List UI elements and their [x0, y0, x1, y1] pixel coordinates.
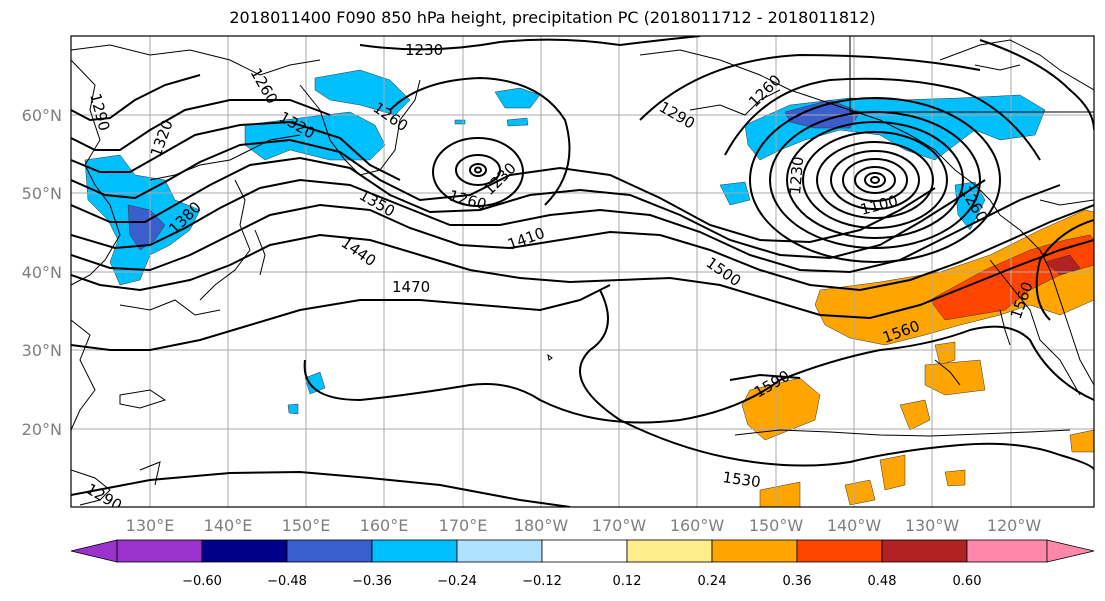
colorbar-seg — [201, 539, 288, 563]
colorbar-seg — [456, 539, 543, 563]
lon-tick-label: 180°W — [514, 516, 569, 535]
lat-tick-label: 50°N — [22, 184, 62, 203]
contour-label: 1530 — [721, 468, 761, 491]
map-title: 2018011400 F090 850 hPa height, precipit… — [229, 8, 876, 27]
colorbar-tick-label: 0.24 — [698, 574, 727, 589]
lon-tick-label: 150°E — [282, 516, 331, 535]
colorbar-seg — [286, 539, 373, 563]
precip-shading — [84, 69, 1094, 507]
lon-axis: 130°E 140°E 150°E 160°E 170°E 180°W 170°… — [126, 516, 1042, 535]
lat-tick-label: 40°N — [22, 263, 62, 282]
colorbar-seg — [796, 539, 883, 563]
colorbar-seg — [70, 539, 118, 563]
coastlines — [71, 36, 1094, 506]
lat-axis: 60°N 50°N 40°N 30°N 20°N — [22, 106, 62, 439]
colorbar-tick-label: −0.12 — [522, 574, 562, 589]
lon-tick-label: 160°W — [670, 516, 725, 535]
lon-tick-label: 140°E — [204, 516, 253, 535]
lon-tick-label: 160°E — [360, 516, 409, 535]
lon-tick-label: 140°W — [827, 516, 882, 535]
colorbar-seg — [626, 539, 713, 563]
colorbar-tick-label: −0.36 — [352, 574, 392, 589]
colorbar-ticks: −0.60 −0.48 −0.36 −0.24 −0.12 0.12 0.24 … — [182, 574, 981, 589]
pressure-centers — [474, 166, 880, 184]
lon-tick-label: 130°E — [126, 516, 175, 535]
colorbar — [70, 539, 1095, 563]
colorbar-tick-label: −0.24 — [437, 574, 477, 589]
lon-tick-label: 130°W — [905, 516, 960, 535]
colorbar-seg — [881, 539, 968, 563]
colorbar-seg — [1046, 539, 1095, 563]
lat-tick-label: 20°N — [22, 420, 62, 439]
colorbar-tick-label: −0.48 — [267, 574, 307, 589]
map-plot-area: 1230 1260 1290 1320 1350 1380 1410 1440 … — [71, 36, 1094, 507]
colorbar-tick-label: 0.60 — [953, 574, 982, 589]
lon-tick-label: 120°W — [987, 516, 1042, 535]
lon-tick-label: 170°E — [439, 516, 488, 535]
colorbar-tick-label: 0.36 — [783, 574, 812, 589]
colorbar-seg — [116, 539, 203, 563]
lat-tick-label: 30°N — [22, 341, 62, 360]
colorbar-tick-label: −0.60 — [182, 574, 222, 589]
contour-label: 1470 — [392, 278, 430, 296]
lat-tick-label: 60°N — [22, 106, 62, 125]
lon-tick-label: 150°W — [749, 516, 804, 535]
colorbar-tick-label: 0.48 — [868, 574, 897, 589]
colorbar-seg — [711, 539, 798, 563]
colorbar-tick-label: 0.12 — [613, 574, 642, 589]
height-contours — [71, 36, 1094, 507]
colorbar-seg — [541, 539, 628, 563]
colorbar-seg — [966, 539, 1048, 563]
colorbar-seg — [371, 539, 458, 563]
map-frame — [70, 35, 1095, 508]
contour-label: 1230 — [405, 41, 443, 59]
lon-tick-label: 170°W — [592, 516, 647, 535]
contour-label: 1230 — [786, 156, 807, 196]
gridlines — [71, 36, 1094, 507]
